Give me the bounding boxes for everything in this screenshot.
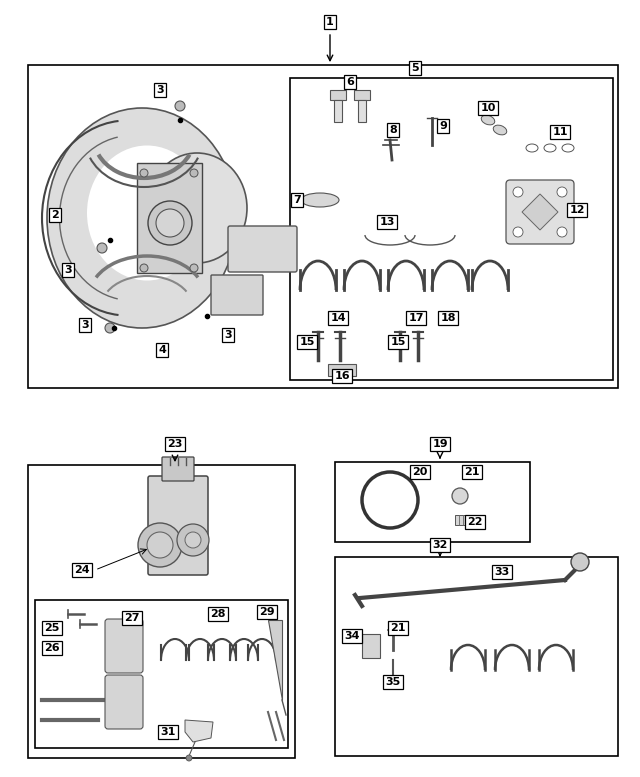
Text: 27: 27 — [124, 613, 140, 623]
Text: 21: 21 — [464, 467, 480, 477]
Circle shape — [452, 488, 468, 504]
Text: 34: 34 — [344, 631, 360, 641]
Text: 31: 31 — [160, 727, 176, 737]
Ellipse shape — [147, 153, 247, 263]
Polygon shape — [185, 720, 213, 742]
Text: 2: 2 — [51, 210, 59, 220]
Circle shape — [140, 264, 148, 272]
FancyBboxPatch shape — [211, 275, 263, 315]
Circle shape — [105, 323, 115, 333]
Bar — [354, 90, 370, 100]
Circle shape — [156, 209, 184, 237]
Text: 12: 12 — [569, 205, 585, 215]
Text: 33: 33 — [494, 567, 509, 577]
Text: 7: 7 — [293, 195, 301, 205]
Bar — [335, 557, 618, 756]
FancyBboxPatch shape — [105, 619, 143, 673]
Ellipse shape — [47, 108, 237, 328]
Circle shape — [557, 187, 567, 197]
Circle shape — [190, 264, 198, 272]
Bar — [35, 600, 288, 748]
Bar — [335, 462, 530, 542]
Circle shape — [147, 532, 173, 558]
Circle shape — [175, 101, 185, 111]
Text: 3: 3 — [224, 330, 232, 340]
Text: 21: 21 — [390, 623, 406, 633]
Text: 19: 19 — [432, 439, 448, 449]
Text: 6: 6 — [346, 77, 354, 87]
Bar — [290, 78, 613, 380]
Bar — [28, 465, 295, 758]
Circle shape — [185, 532, 201, 548]
Text: 1: 1 — [326, 17, 334, 27]
FancyBboxPatch shape — [162, 457, 194, 481]
Text: 8: 8 — [389, 125, 397, 135]
Circle shape — [138, 523, 182, 567]
Text: 29: 29 — [259, 607, 275, 617]
Text: 15: 15 — [390, 337, 406, 347]
Bar — [28, 65, 618, 388]
Text: 3: 3 — [81, 320, 89, 330]
Text: 24: 24 — [74, 565, 90, 575]
Polygon shape — [268, 620, 282, 700]
Text: 10: 10 — [480, 103, 496, 113]
Bar — [328, 364, 356, 376]
Ellipse shape — [481, 115, 495, 125]
Text: 5: 5 — [411, 63, 419, 73]
Polygon shape — [522, 194, 558, 230]
Text: 32: 32 — [432, 540, 448, 550]
Bar — [455, 515, 469, 525]
Text: 15: 15 — [300, 337, 315, 347]
Text: 17: 17 — [408, 313, 424, 323]
Bar — [137, 163, 202, 273]
Circle shape — [140, 169, 148, 177]
Ellipse shape — [87, 145, 207, 280]
Text: 20: 20 — [412, 467, 428, 477]
Bar — [330, 90, 346, 100]
Circle shape — [97, 243, 107, 253]
Circle shape — [186, 755, 192, 761]
Bar — [358, 100, 366, 122]
Text: 22: 22 — [467, 517, 483, 527]
Text: 18: 18 — [440, 313, 456, 323]
FancyBboxPatch shape — [506, 180, 574, 244]
Circle shape — [190, 169, 198, 177]
Ellipse shape — [301, 193, 339, 207]
Text: 16: 16 — [334, 371, 350, 381]
Circle shape — [148, 201, 192, 245]
Text: 26: 26 — [44, 643, 60, 653]
Bar — [362, 634, 380, 658]
Text: 11: 11 — [552, 127, 568, 137]
Text: 23: 23 — [167, 439, 182, 449]
Circle shape — [557, 227, 567, 237]
Circle shape — [571, 553, 589, 571]
Text: 4: 4 — [158, 345, 166, 355]
FancyBboxPatch shape — [148, 476, 208, 575]
Text: 14: 14 — [330, 313, 346, 323]
Circle shape — [177, 524, 209, 556]
Text: 13: 13 — [380, 217, 395, 227]
Text: 28: 28 — [211, 609, 226, 619]
FancyBboxPatch shape — [228, 226, 297, 272]
Text: 9: 9 — [439, 121, 447, 131]
Ellipse shape — [493, 125, 507, 135]
Text: 3: 3 — [156, 85, 164, 95]
Text: 25: 25 — [44, 623, 60, 633]
Text: 35: 35 — [385, 677, 401, 687]
Text: 3: 3 — [64, 265, 72, 275]
FancyBboxPatch shape — [105, 675, 143, 729]
Bar — [334, 100, 342, 122]
Circle shape — [513, 187, 523, 197]
Circle shape — [513, 227, 523, 237]
